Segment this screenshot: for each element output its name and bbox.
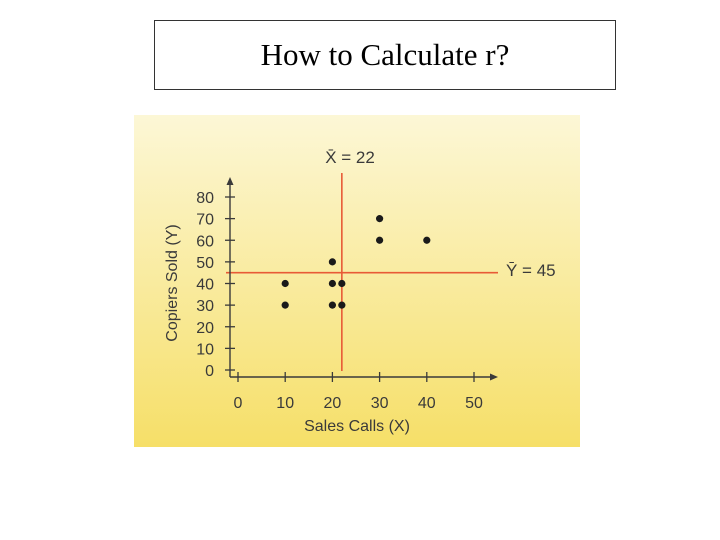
data-point — [328, 301, 336, 309]
mean-lines — [226, 173, 498, 371]
x-tick-label: 40 — [418, 395, 436, 412]
scatter-chart: 0 10 20 30 40 50 0 10 20 30 40 50 60 70 80 Sales Call… — [114, 113, 582, 455]
y-axis-label: Copiers Sold (Y) — [164, 224, 181, 341]
x-tick-label: 50 — [465, 395, 483, 412]
data-point — [338, 279, 346, 288]
data-points — [281, 215, 431, 309]
x-tick-label: 10 — [276, 395, 294, 412]
slide-title-box: How to Calculate r? — [154, 20, 616, 90]
y-axis-arrow-icon — [226, 177, 234, 185]
scatter-plot-svg: 0 10 20 30 40 50 0 10 20 30 40 50 60 70 80 Sales Call… — [134, 115, 580, 447]
y-tick-label: 0 — [205, 363, 214, 380]
data-point — [423, 236, 431, 244]
data-point — [328, 279, 336, 288]
axes — [226, 177, 498, 381]
x-tick-label: 0 — [234, 395, 243, 412]
data-point — [376, 215, 384, 223]
y-tick-label: 70 — [196, 212, 214, 229]
mean-y-label: Ȳ = 45 — [506, 261, 556, 280]
x-tick-label: 20 — [324, 395, 342, 412]
mean-x-label: X̄ = 22 — [325, 148, 375, 167]
data-point — [376, 236, 384, 244]
y-tick-label: 20 — [196, 320, 214, 337]
x-ticks: 0 10 20 30 40 50 — [234, 372, 483, 412]
y-ticks: 0 10 20 30 40 50 60 70 80 — [196, 190, 235, 380]
chart-background — [134, 115, 580, 447]
y-tick-label: 80 — [196, 190, 214, 207]
data-point — [328, 258, 336, 266]
x-axis-arrow-icon — [490, 373, 498, 381]
slide-title: How to Calculate r? — [260, 37, 510, 72]
y-tick-label: 30 — [196, 298, 214, 315]
data-point — [281, 279, 289, 288]
data-point — [281, 301, 289, 309]
y-tick-label: 50 — [196, 255, 214, 272]
data-point — [338, 301, 346, 309]
x-tick-label: 30 — [371, 395, 389, 412]
y-tick-label: 10 — [196, 341, 214, 358]
y-tick-label: 40 — [196, 277, 214, 294]
y-tick-label: 60 — [196, 233, 214, 250]
x-axis-label: Sales Calls (X) — [304, 418, 410, 435]
